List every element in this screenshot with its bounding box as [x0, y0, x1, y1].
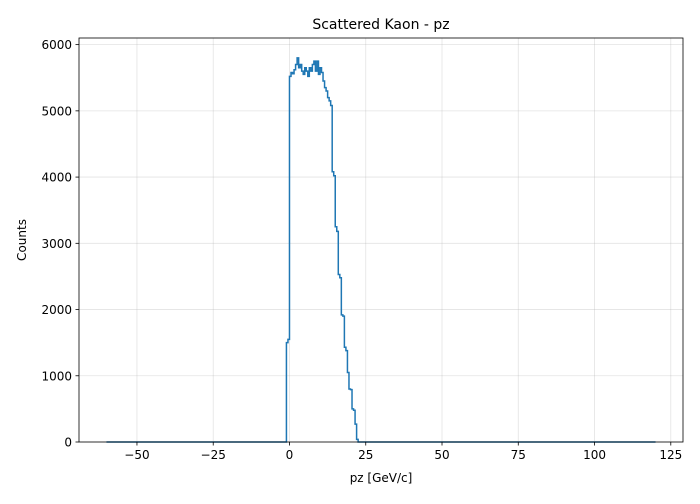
plot-frame	[78, 37, 684, 443]
x-tick-label: 0	[286, 448, 294, 462]
grid-lines	[79, 38, 683, 443]
x-axis-label: pz [GeV/c]	[350, 471, 413, 485]
x-tick-label: −25	[201, 448, 226, 462]
chart-title: Scattered Kaon - pz	[312, 17, 449, 33]
y-tick-label: 6000	[41, 38, 72, 52]
x-tick-label: 75	[511, 448, 526, 462]
y-tick-label: 0	[64, 436, 72, 450]
y-tick-label: 5000	[41, 104, 72, 118]
y-tick-label: 1000	[41, 369, 72, 383]
y-tick-label: 2000	[41, 303, 72, 317]
x-tick-label: 100	[583, 448, 606, 462]
y-tick-label: 3000	[41, 237, 72, 251]
x-tick-label: −50	[124, 448, 149, 462]
x-tick-label: 25	[358, 448, 373, 462]
x-axis-ticks: −50 −25 0 25 50 75 100 125	[124, 442, 682, 462]
x-tick-label: 50	[434, 448, 449, 462]
y-axis-label: Counts	[15, 219, 29, 261]
histogram-step-line	[106, 57, 656, 443]
x-tick-label: 125	[659, 448, 682, 462]
y-axis-ticks: 0 1000 2000 3000 4000 5000 6000	[41, 38, 79, 450]
y-tick-label: 4000	[41, 171, 72, 185]
